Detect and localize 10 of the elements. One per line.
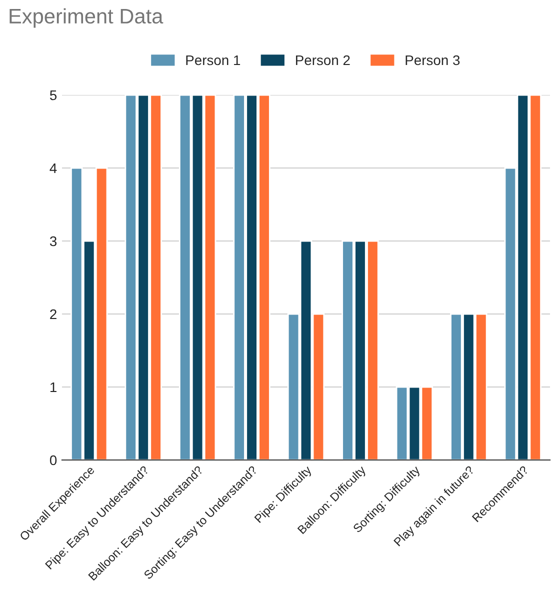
legend-label: Person 2 [296,55,350,66]
y-tick-label: 5 [50,90,57,100]
y-tick-label: 2 [50,309,56,320]
y-tick-label: 1 [50,382,56,392]
legend-label: Person 3 [406,55,460,66]
y-tick-label: 3 [50,236,57,246]
legend-label: Person 1 [186,55,240,66]
y-tick-label: 0 [50,455,57,466]
y-tick-label: 4 [50,163,57,174]
chart-title: Experiment Data [10,8,164,28]
